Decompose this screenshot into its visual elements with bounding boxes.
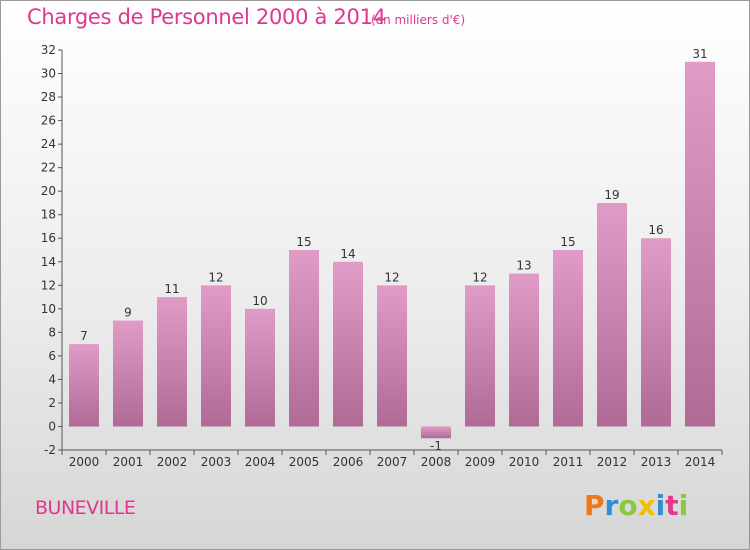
x-tick-label: 2011 [553,455,584,469]
y-tick-label: 2 [48,396,56,410]
bar [289,250,319,427]
y-tick-label: 28 [41,90,56,104]
bar-value-label: 15 [296,235,311,249]
bar [685,61,715,427]
bar [113,320,143,427]
x-tick-label: 2010 [509,455,540,469]
bar [157,297,187,427]
bar-value-label: 19 [604,188,619,202]
bar [509,273,539,427]
y-tick-label: 10 [41,302,56,316]
y-tick-label: 32 [41,43,56,57]
x-tick-label: 2009 [465,455,496,469]
bar [69,344,99,427]
x-tick-label: 2008 [421,455,452,469]
logo-letter: o [618,489,638,522]
y-tick-label: 6 [48,349,56,363]
logo-letter: i [655,489,666,522]
x-tick-label: 2013 [641,455,672,469]
bar [597,202,627,427]
y-tick-label: 30 [41,67,56,81]
bar-value-label: 9 [124,306,132,320]
x-tick-label: 2006 [333,455,364,469]
bar [421,426,451,439]
bar-value-label: 13 [516,259,531,273]
bar-value-label: 11 [164,282,179,296]
x-tick-label: 2001 [113,455,144,469]
logo-letter: x [637,489,656,522]
logo-letter: P [584,489,605,522]
y-tick-label: 8 [48,325,56,339]
y-tick-label: 14 [41,255,56,269]
x-tick-label: 2002 [157,455,188,469]
proxiti-logo: Proxiti [584,489,688,522]
bar [465,285,495,427]
bar-value-label: 31 [692,47,707,61]
bar [641,238,671,427]
bar [377,285,407,427]
y-tick-label: 12 [41,278,56,292]
bar-value-label: 12 [384,270,399,284]
bar-value-label: 10 [252,294,267,308]
x-tick-label: 2003 [201,455,232,469]
x-tick-label: 2014 [685,455,716,469]
bar [553,250,583,427]
y-tick-label: 4 [48,372,56,386]
x-tick-label: 2000 [69,455,100,469]
logo-letter: t [665,489,679,522]
commune-name: BUNEVILLE [35,497,136,519]
bar [333,261,363,427]
y-tick-label: 24 [41,137,56,151]
bar-value-label: 16 [648,223,663,237]
bar-value-label: 7 [80,329,88,343]
y-tick-label: 16 [41,231,56,245]
y-tick-label: 0 [48,419,56,433]
x-tick-label: 2007 [377,455,408,469]
x-tick-label: 2012 [597,455,628,469]
y-tick-label: 26 [41,114,56,128]
bar-value-label: 12 [472,270,487,284]
bar-value-label: 15 [560,235,575,249]
chart-title: Charges de Personnel 2000 à 2014 [27,5,386,29]
y-tick-label: -2 [44,443,56,457]
logo-letter: r [604,489,619,522]
y-tick-label: 20 [41,184,56,198]
chart-subtitle: (en milliers d'€) [371,13,466,27]
bar [245,308,275,427]
y-tick-label: 22 [41,161,56,175]
bar-value-label: 12 [208,270,223,284]
x-tick-label: 2005 [289,455,320,469]
logo-letter: i [678,489,689,522]
x-tick-label: 2004 [245,455,276,469]
bar [201,285,231,427]
bar-value-label: 14 [340,247,355,261]
bar-value-label: -1 [430,439,442,453]
y-tick-label: 18 [41,208,56,222]
